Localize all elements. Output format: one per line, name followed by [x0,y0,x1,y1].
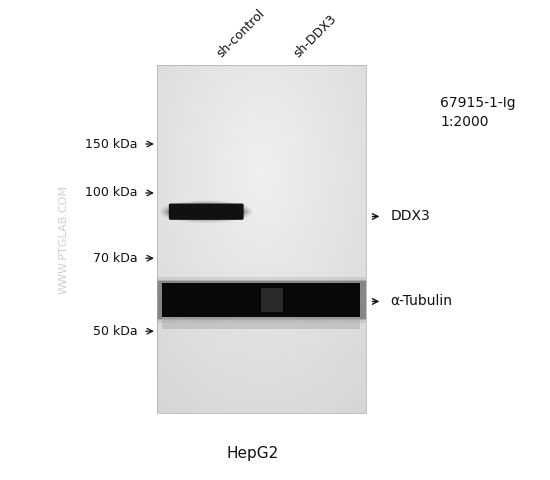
Text: 67915-1-Ig: 67915-1-Ig [440,96,516,110]
Text: 70 kDa: 70 kDa [93,252,138,265]
Text: sh-control: sh-control [214,7,268,60]
Bar [162,314,360,329]
Bar [261,288,283,312]
Text: sh-DDX3: sh-DDX3 [292,12,339,60]
Bar [157,277,366,323]
Text: 150 kDa: 150 kDa [85,137,138,151]
Text: DDX3: DDX3 [390,209,430,224]
Bar [157,279,366,321]
Bar [157,281,366,319]
Ellipse shape [164,202,249,221]
Text: 50 kDa: 50 kDa [93,324,138,338]
FancyBboxPatch shape [169,204,244,220]
Text: WWW.PTGLAB.COM: WWW.PTGLAB.COM [58,185,68,295]
Bar [162,283,360,317]
Ellipse shape [161,201,252,223]
Ellipse shape [167,204,245,220]
Bar [157,65,366,413]
Text: 100 kDa: 100 kDa [85,186,138,200]
Text: α-Tubulin: α-Tubulin [390,294,453,309]
Text: HepG2: HepG2 [227,446,279,461]
Text: 1:2000: 1:2000 [440,115,488,130]
